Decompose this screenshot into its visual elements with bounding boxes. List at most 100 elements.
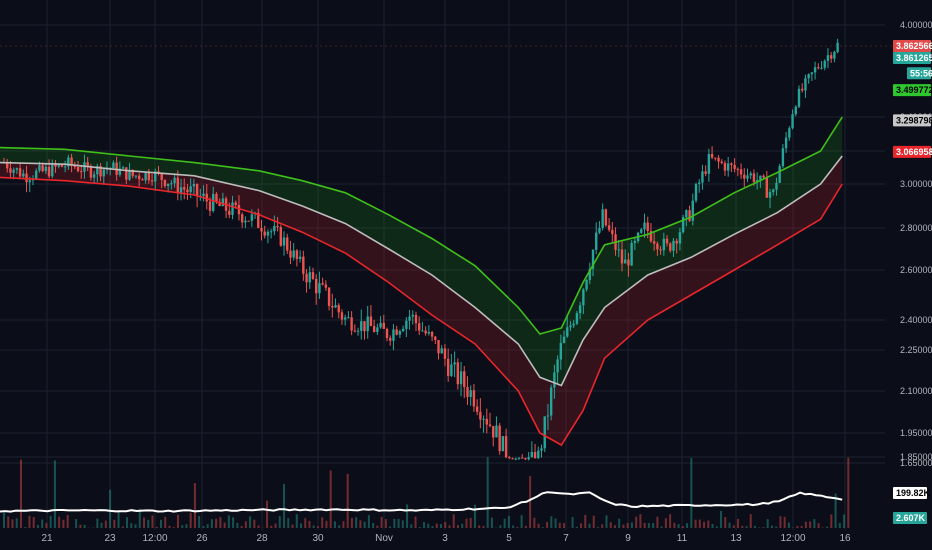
volume-line	[0, 491, 843, 513]
volume-bar	[342, 521, 345, 528]
price-badge-label: 3.06695846	[896, 147, 932, 157]
candle-body	[833, 51, 836, 59]
band-fills	[0, 117, 843, 445]
volume-bar	[431, 526, 434, 528]
volume-bar	[681, 526, 684, 528]
volume-bar	[24, 527, 27, 528]
upper-band-fill	[0, 117, 843, 386]
volume-bar	[270, 525, 273, 528]
candle-body	[472, 390, 476, 407]
candle-body	[244, 220, 247, 223]
candle-body	[80, 171, 83, 173]
price-badge	[893, 145, 931, 158]
candle-body	[279, 227, 283, 246]
candle-body	[411, 314, 414, 317]
candle-body	[698, 182, 701, 184]
candle-body	[183, 187, 186, 190]
candle-body	[810, 72, 814, 75]
candle-body	[466, 387, 469, 397]
volume-bar	[461, 523, 464, 528]
candle-body	[746, 175, 749, 179]
volume-bar	[745, 526, 748, 528]
volume-bar	[104, 520, 107, 528]
candle-body	[273, 225, 276, 232]
candle-body	[630, 242, 633, 266]
volume-bar	[639, 514, 642, 528]
volume-bar	[176, 514, 179, 528]
candle-body	[546, 415, 550, 417]
time-tick-label: 11	[677, 533, 688, 544]
candle-body	[582, 289, 585, 306]
volume-bar	[618, 518, 621, 528]
volume-bar	[677, 524, 680, 528]
candle-body	[479, 411, 482, 420]
candle-body	[54, 163, 57, 167]
candle-body	[601, 209, 604, 228]
volume-bar	[737, 518, 740, 528]
candle-body	[707, 154, 711, 174]
candle-body	[334, 305, 337, 308]
volume-bar	[96, 518, 99, 528]
candle-body	[643, 222, 646, 230]
time-tick-label: 12:00	[780, 533, 805, 544]
volume-bar	[843, 514, 846, 528]
volume-bar	[707, 520, 710, 528]
volume-bar	[766, 519, 769, 528]
volume-bar	[393, 518, 396, 528]
candle-body	[530, 452, 534, 458]
candle-body	[282, 237, 286, 246]
candle-body	[495, 425, 498, 438]
candle-body	[443, 348, 447, 359]
volume-bar	[541, 527, 544, 528]
volume-bar	[482, 525, 485, 528]
price-badge-label: 3.86256696	[896, 41, 932, 51]
candle-body	[202, 193, 205, 196]
candle-body	[12, 169, 15, 173]
candle-body	[131, 169, 134, 176]
candle-body	[456, 362, 460, 385]
candle-body	[257, 212, 260, 228]
volume-bar	[698, 519, 701, 528]
candle-body	[15, 168, 19, 170]
candle-body	[437, 339, 440, 354]
candle-body	[179, 187, 183, 193]
price-tick-label: 2.80000000	[900, 223, 932, 233]
volume-bar	[244, 521, 247, 528]
candle-body	[485, 418, 488, 425]
lower-band-fill	[0, 156, 843, 445]
candle-body	[533, 452, 537, 459]
volume-badge	[893, 487, 927, 499]
candle-body	[234, 202, 237, 206]
volume-bar	[478, 525, 481, 528]
volume-bar	[406, 504, 409, 528]
candle-body	[192, 184, 196, 187]
candle-body	[488, 424, 492, 427]
volume-bar	[198, 516, 201, 528]
candle-body	[389, 337, 392, 341]
candle-body	[627, 259, 630, 266]
candle-body	[51, 163, 54, 177]
candle-body	[405, 320, 408, 329]
candle-body	[723, 162, 727, 171]
candle-body	[212, 193, 215, 211]
volume-bar	[592, 515, 595, 528]
candle-body	[701, 171, 704, 183]
volume-bar	[36, 524, 39, 528]
volume-bar	[423, 522, 426, 528]
volume-ma-line	[0, 491, 843, 513]
volume-bar	[58, 516, 61, 528]
candle-body	[186, 189, 189, 193]
volume-bar	[613, 525, 616, 528]
candle-body	[498, 425, 501, 452]
candle-body	[376, 327, 379, 332]
candle-body	[836, 42, 839, 52]
volume-bar	[210, 519, 213, 528]
candle-body	[137, 175, 141, 180]
candle-body	[395, 329, 398, 335]
volume-bar	[609, 522, 612, 528]
volume-bar	[117, 510, 120, 528]
candle-body	[347, 317, 350, 319]
candle-body	[170, 183, 173, 185]
